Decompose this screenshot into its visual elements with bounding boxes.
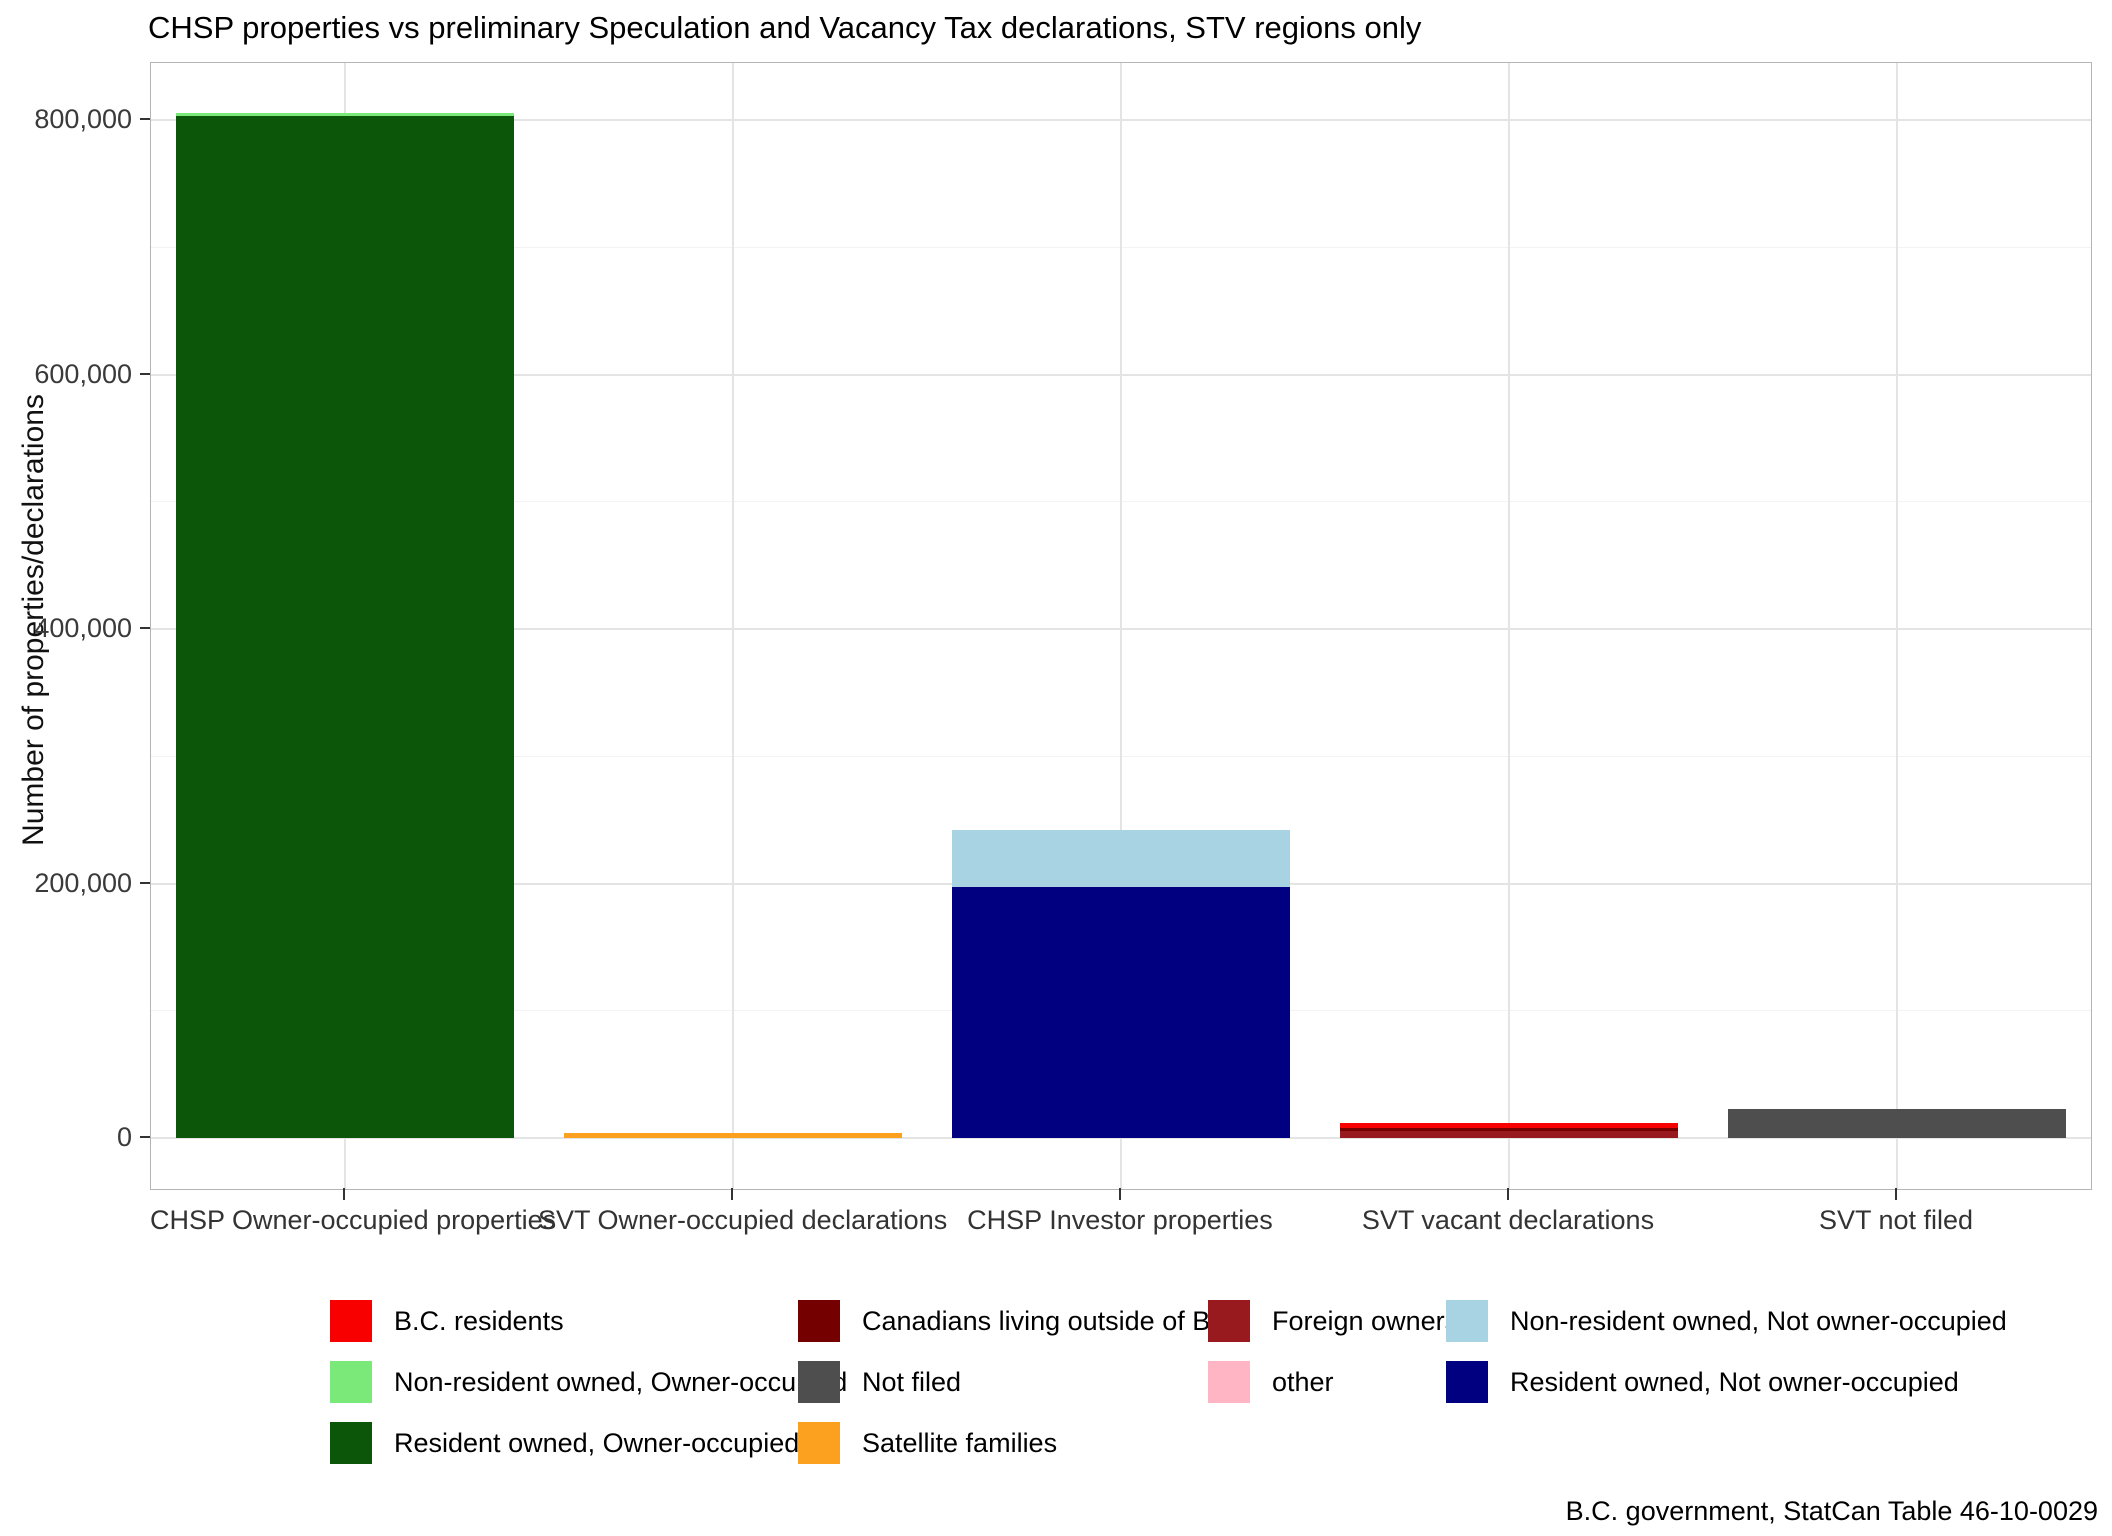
legend-item: Foreign owners (1208, 1300, 1458, 1342)
legend-label: Resident owned, Owner-occupied (394, 1427, 800, 1458)
bar-segment (952, 887, 1290, 1139)
x-tick-mark (1507, 1188, 1509, 1200)
bar-segment (1340, 1130, 1678, 1139)
gridline-vertical (1896, 63, 1898, 1189)
legend-item: Not filed (798, 1361, 1208, 1403)
legend-item: Non-resident owned, Not owner-occupied (1446, 1300, 2007, 1342)
plot-panel (150, 62, 2092, 1190)
gridline-vertical (1120, 63, 1122, 1189)
legend-swatch (798, 1361, 840, 1403)
y-tick-label: 600,000 (34, 358, 132, 389)
y-tick-mark (140, 1136, 150, 1139)
legend-label: Non-resident owned, Owner-occupied (394, 1366, 848, 1397)
bar-segment (1728, 1108, 2066, 1139)
legend-label: Canadians living outside of B.C. (862, 1305, 1245, 1336)
y-tick-label: 800,000 (34, 104, 132, 135)
legend-item: B.C. residents (330, 1300, 798, 1342)
x-tick-mark (343, 1188, 345, 1200)
legend-swatch (1208, 1300, 1250, 1342)
legend-item: Resident owned, Owner-occupied (330, 1422, 800, 1464)
y-tick-mark (140, 372, 150, 375)
y-tick-label: 200,000 (34, 867, 132, 898)
legend-swatch (1446, 1361, 1488, 1403)
source-caption: B.C. government, StatCan Table 46-10-002… (1565, 1496, 2098, 1526)
legend-swatch (1208, 1361, 1250, 1403)
legend-label: Foreign owners (1272, 1305, 1459, 1336)
x-tick-label: CHSP Investor properties (967, 1205, 1273, 1235)
x-tick-label: SVT Owner-occupied declarations (538, 1205, 948, 1235)
legend-label: Satellite families (862, 1427, 1058, 1458)
bar-segment (1340, 1128, 1678, 1131)
legend-label: Resident owned, Not owner-occupied (1510, 1366, 1959, 1397)
x-tick-mark (731, 1188, 733, 1200)
gridline-vertical (732, 63, 734, 1189)
y-tick-mark (140, 118, 150, 121)
bar-segment (952, 830, 1290, 888)
legend-swatch (798, 1300, 840, 1342)
legend-item: other (1208, 1361, 1446, 1403)
legend-item: Satellite families (798, 1422, 1208, 1464)
legend-item: Canadians living outside of B.C. (798, 1300, 1245, 1342)
x-tick-mark (1895, 1188, 1897, 1200)
legend-item: Non-resident owned, Owner-occupied (330, 1361, 847, 1403)
legend: B.C. residents Canadians living outside o… (330, 1300, 2007, 1464)
legend-label: Not filed (862, 1366, 962, 1397)
legend-label: other (1272, 1366, 1334, 1397)
legend-swatch (798, 1422, 840, 1464)
legend-swatch (330, 1361, 372, 1403)
bar-segment (176, 116, 514, 1139)
x-tick-label: CHSP Owner-occupied properties (150, 1205, 557, 1235)
y-tick-mark (140, 627, 150, 630)
bar-segment (1340, 1123, 1678, 1129)
y-tick-label: 400,000 (34, 613, 132, 644)
chart-title: CHSP properties vs preliminary Speculati… (148, 10, 1422, 45)
x-tick-label: SVT vacant declarations (1361, 1205, 1655, 1235)
x-tick-mark (1119, 1188, 1121, 1200)
legend-item: Resident owned, Not owner-occupied (1446, 1361, 2007, 1403)
x-tick-label: SVT not filed (1818, 1205, 1974, 1235)
bar-segment (176, 113, 514, 117)
legend-swatch (1446, 1300, 1488, 1342)
legend-label: B.C. residents (394, 1305, 564, 1336)
y-tick-mark (140, 881, 150, 884)
y-tick-label: 0 (116, 1122, 132, 1153)
legend-label: Non-resident owned, Not owner-occupied (1510, 1305, 2007, 1336)
legend-swatch (330, 1300, 372, 1342)
gridline-vertical (1508, 63, 1510, 1189)
legend-swatch (330, 1422, 372, 1464)
bar-segment (564, 1133, 902, 1139)
